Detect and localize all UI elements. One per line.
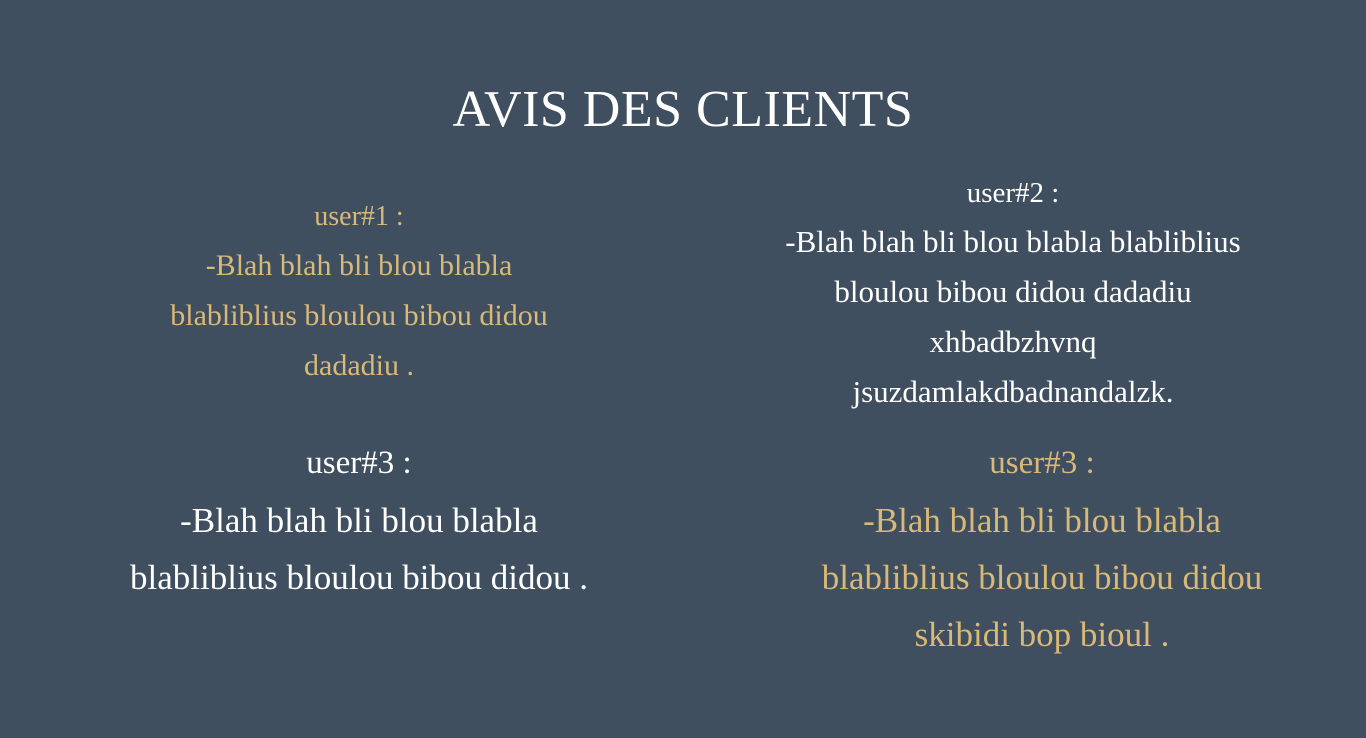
page-title: AVIS DES CLIENTS [452,81,914,138]
review-text-line: bloulou bibou didou dadadiu [834,274,1192,309]
review-text-line: blabliblius bloulou bibou didou . [130,558,588,597]
review-user-name: user#3 : [306,445,412,481]
review-text-line: blabliblius bloulou bibou didou [821,558,1263,597]
review-text-line: -Blah blah bli blou blabla [205,249,513,282]
review-card-user-1: user#1 : -Blah blah bli blou blabla blab… [100,193,618,391]
review-text-line: -Blah blah bli blou blabla [180,501,538,540]
review-user-name: user#3 : [989,445,1095,481]
review-text-line: skibidi bop bioul . [914,615,1170,654]
review-text-line: jsuzdamlakdbadnandalzk. [852,374,1174,409]
review-card-user-3-right: user#3 : -Blah blah bli blou blabla blab… [738,434,1346,663]
review-text-line: -Blah blah bli blou blabla [863,501,1221,540]
review-user-name: user#2 : [966,177,1060,209]
review-text-line: -Blah blah bli blou blabla blabliblius [785,224,1241,259]
review-text-line: xhbadbzhvnq [929,324,1097,359]
review-user-name: user#1 : [314,201,404,232]
review-text-line: dadadiu . [304,349,414,382]
review-card-user-3-left: user#3 : -Blah blah bli blou blabla blab… [60,434,658,606]
review-text-line: blabliblius bloulou bibou didou [170,299,548,332]
review-card-user-2: user#2 : -Blah blah bli blou blabla blab… [720,169,1306,417]
